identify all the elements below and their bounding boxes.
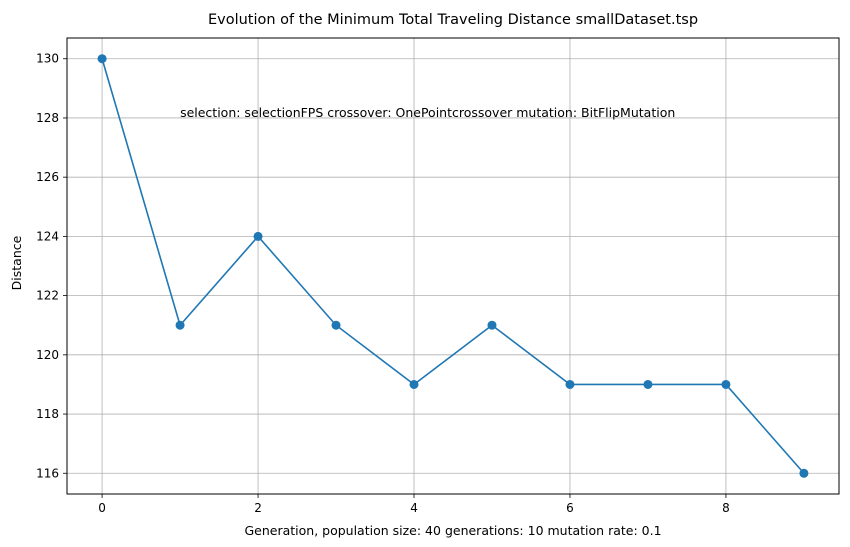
x-tick-label: 4 [410,501,418,515]
grid-lines [67,38,839,494]
y-axis-title: Distance [9,235,24,290]
x-tick-label: 0 [98,501,106,515]
y-tick-label: 122 [36,289,59,303]
y-tick-label: 116 [36,466,59,480]
chart-annotation: selection: selectionFPS crossover: OnePo… [180,105,675,120]
y-tick-label: 130 [36,52,59,66]
y-tick-label: 120 [36,348,59,362]
y-tick-label: 124 [36,229,59,243]
x-tick-label: 6 [566,501,574,515]
data-point [175,320,185,330]
x-axis-title: Generation, population size: 40 generati… [244,523,661,538]
data-point [409,379,419,389]
data-point [643,379,653,389]
data-point [799,468,809,478]
axes-frame [66,37,840,495]
x-tick-label: 8 [722,501,730,515]
y-tick-label: 126 [36,170,59,184]
data-point [487,320,497,330]
data-point [565,379,575,389]
y-tick-label: 128 [36,111,59,125]
series-markers [97,54,809,478]
data-point [97,54,107,64]
chart-title: Evolution of the Minimum Total Traveling… [208,12,698,28]
data-point [721,379,731,389]
y-axis-ticks: 116 118 120 122 124 126 128 130 [36,52,67,480]
data-point [253,231,263,241]
data-point [331,320,341,330]
y-tick-label: 118 [36,407,59,421]
series-line [101,58,805,474]
x-tick-label: 2 [254,501,262,515]
x-axis-ticks: 0 2 4 6 8 [98,494,730,515]
